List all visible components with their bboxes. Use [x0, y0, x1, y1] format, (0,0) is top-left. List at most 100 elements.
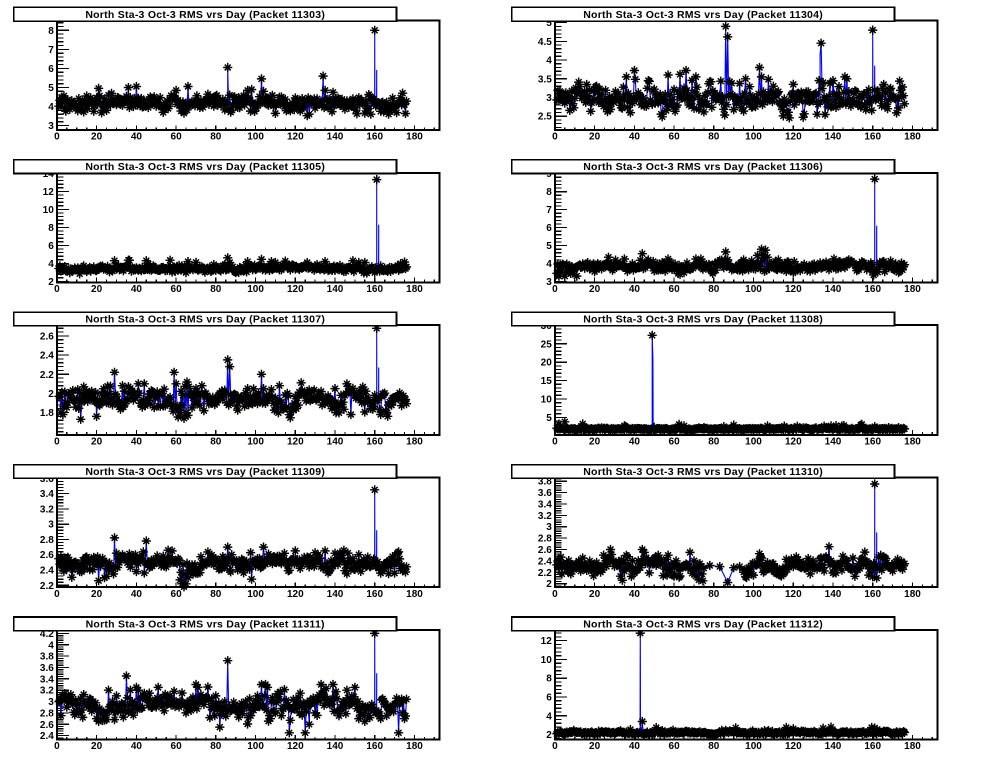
- svg-text:20: 20: [589, 132, 601, 143]
- svg-text:60: 60: [669, 436, 681, 447]
- svg-text:60: 60: [669, 132, 681, 143]
- svg-text:3.2: 3.2: [40, 504, 54, 515]
- svg-text:40: 40: [131, 132, 143, 143]
- svg-text:100: 100: [745, 436, 762, 447]
- svg-text:180: 180: [406, 132, 423, 143]
- svg-text:180: 180: [406, 589, 423, 600]
- svg-text:100: 100: [745, 589, 762, 600]
- svg-text:40: 40: [629, 741, 641, 752]
- svg-text:3.4: 3.4: [40, 489, 54, 500]
- svg-text:120: 120: [785, 436, 802, 447]
- svg-text:6: 6: [546, 223, 552, 234]
- svg-text:North Sta-3 Oct-3 RMS vrs Day: North Sta-3 Oct-3 RMS vrs Day (Packet 11…: [85, 466, 325, 478]
- svg-text:6: 6: [546, 693, 552, 704]
- svg-text:180: 180: [904, 132, 921, 143]
- svg-text:180: 180: [406, 436, 423, 447]
- svg-text:4.2: 4.2: [40, 629, 54, 640]
- svg-text:100: 100: [247, 589, 264, 600]
- svg-text:80: 80: [210, 589, 222, 600]
- svg-text:60: 60: [669, 589, 681, 600]
- svg-text:North Sta-3 Oct-3 RMS vrs Day: North Sta-3 Oct-3 RMS vrs Day (Packet 11…: [583, 9, 823, 21]
- svg-text:3.4: 3.4: [538, 500, 552, 511]
- svg-text:3: 3: [546, 277, 552, 288]
- svg-text:3: 3: [48, 697, 54, 708]
- svg-text:3.6: 3.6: [40, 474, 54, 485]
- svg-text:120: 120: [785, 589, 802, 600]
- svg-text:20: 20: [589, 436, 601, 447]
- svg-text:20: 20: [91, 741, 103, 752]
- svg-text:60: 60: [171, 589, 183, 600]
- svg-text:160: 160: [864, 589, 881, 600]
- svg-text:40: 40: [131, 284, 143, 295]
- svg-text:8: 8: [48, 26, 54, 37]
- svg-text:7: 7: [546, 205, 552, 216]
- svg-text:180: 180: [904, 284, 921, 295]
- svg-text:North Sta-3 Oct-3 RMS vrs Day: North Sta-3 Oct-3 RMS vrs Day (Packet 11…: [85, 9, 325, 21]
- svg-text:2.2: 2.2: [538, 568, 552, 579]
- svg-text:4: 4: [48, 102, 54, 113]
- svg-text:3.8: 3.8: [538, 477, 552, 488]
- svg-text:80: 80: [708, 436, 720, 447]
- svg-text:2.8: 2.8: [40, 708, 54, 719]
- svg-text:20: 20: [91, 589, 103, 600]
- svg-text:120: 120: [785, 741, 802, 752]
- svg-text:2: 2: [546, 730, 552, 741]
- svg-text:100: 100: [247, 132, 264, 143]
- svg-text:5: 5: [546, 413, 552, 424]
- svg-text:20: 20: [589, 589, 601, 600]
- svg-text:160: 160: [366, 132, 383, 143]
- svg-text:80: 80: [708, 132, 720, 143]
- svg-text:3.5: 3.5: [538, 74, 552, 85]
- svg-text:40: 40: [629, 589, 641, 600]
- svg-text:3: 3: [48, 520, 54, 531]
- svg-text:180: 180: [406, 741, 423, 752]
- svg-text:0: 0: [552, 132, 558, 143]
- svg-text:140: 140: [825, 284, 842, 295]
- svg-text:120: 120: [287, 436, 304, 447]
- svg-text:20: 20: [541, 358, 553, 369]
- svg-text:10: 10: [43, 205, 55, 216]
- svg-text:20: 20: [589, 741, 601, 752]
- svg-text:160: 160: [864, 284, 881, 295]
- svg-text:9: 9: [546, 169, 552, 180]
- svg-text:60: 60: [171, 741, 183, 752]
- svg-text:4: 4: [546, 711, 552, 722]
- svg-text:8: 8: [48, 223, 54, 234]
- svg-text:2.8: 2.8: [40, 535, 54, 546]
- svg-text:40: 40: [131, 589, 143, 600]
- svg-text:180: 180: [904, 741, 921, 752]
- svg-text:12: 12: [43, 187, 55, 198]
- svg-text:120: 120: [287, 741, 304, 752]
- svg-text:3: 3: [546, 93, 552, 104]
- svg-text:2.4: 2.4: [40, 566, 54, 577]
- svg-text:2.2: 2.2: [40, 581, 54, 592]
- svg-text:15: 15: [541, 376, 553, 387]
- svg-text:20: 20: [91, 132, 103, 143]
- svg-text:160: 160: [366, 436, 383, 447]
- svg-text:2.5: 2.5: [538, 112, 552, 123]
- svg-text:5: 5: [546, 18, 552, 29]
- svg-text:5: 5: [48, 83, 54, 94]
- svg-text:40: 40: [629, 132, 641, 143]
- svg-text:2.6: 2.6: [40, 720, 54, 731]
- svg-text:4: 4: [546, 56, 552, 67]
- svg-text:160: 160: [864, 132, 881, 143]
- svg-text:0: 0: [54, 741, 60, 752]
- svg-text:80: 80: [210, 741, 222, 752]
- svg-text:North Sta-3 Oct-3 RMS vrs Day: North Sta-3 Oct-3 RMS vrs Day (Packet 11…: [85, 161, 325, 173]
- svg-text:140: 140: [825, 132, 842, 143]
- svg-text:100: 100: [247, 741, 264, 752]
- svg-text:2: 2: [48, 389, 54, 400]
- svg-text:180: 180: [904, 436, 921, 447]
- svg-text:160: 160: [366, 741, 383, 752]
- svg-text:0: 0: [54, 436, 60, 447]
- svg-text:100: 100: [745, 132, 762, 143]
- svg-text:120: 120: [785, 132, 802, 143]
- svg-text:North Sta-3 Oct-3 RMS vrs Day: North Sta-3 Oct-3 RMS vrs Day (Packet 11…: [583, 161, 823, 173]
- svg-text:120: 120: [287, 132, 304, 143]
- svg-text:60: 60: [669, 284, 681, 295]
- svg-text:4: 4: [546, 259, 552, 270]
- svg-text:40: 40: [131, 741, 143, 752]
- svg-text:0: 0: [54, 284, 60, 295]
- svg-text:0: 0: [552, 436, 558, 447]
